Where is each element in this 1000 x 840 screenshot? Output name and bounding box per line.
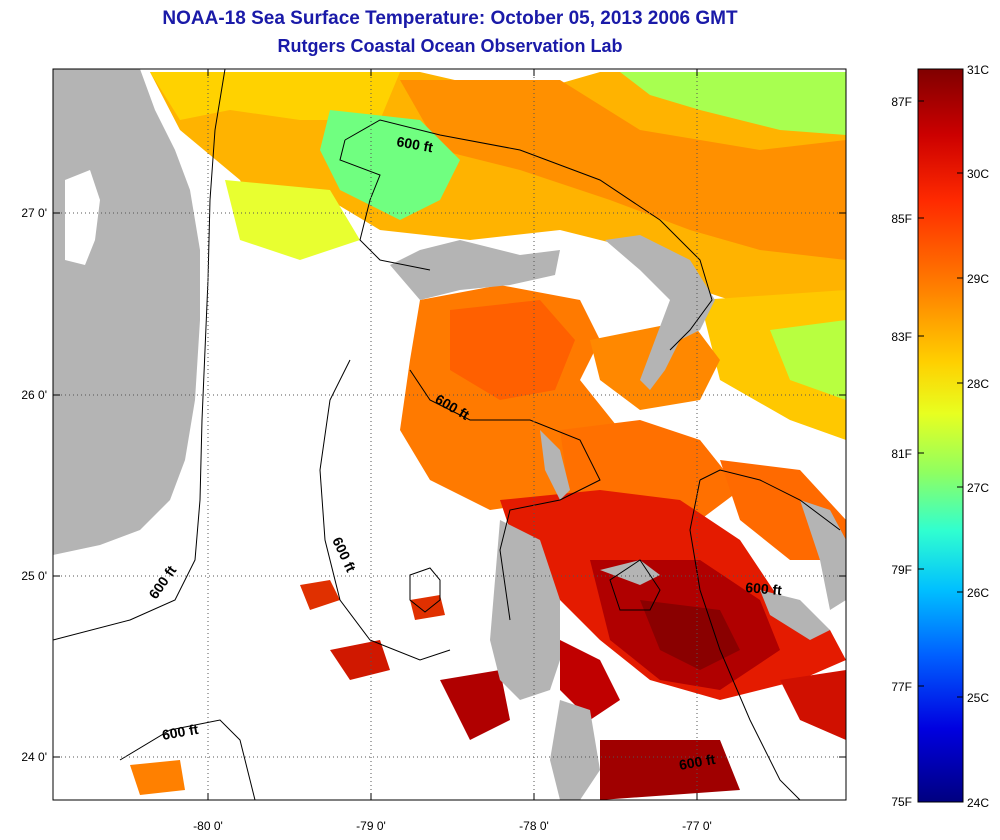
colorbar-gradient	[917, 68, 964, 803]
colorbar-celsius-labels: 31C 30C 29C 28C 27C 26C 25C 24C	[967, 63, 989, 810]
map-title: NOAA-18 Sea Surface Temperature: October…	[162, 8, 738, 29]
celsius-label: 31C	[967, 63, 989, 77]
sst-field-north	[150, 72, 846, 440]
celsius-label: 24C	[967, 796, 989, 810]
fahrenheit-label: 85F	[891, 212, 912, 226]
fahrenheit-label: 77F	[891, 680, 912, 694]
graticule	[53, 69, 846, 800]
lat-label: 26 0'	[21, 388, 47, 402]
celsius-label: 27C	[967, 481, 989, 495]
colorbar-fahrenheit-labels: 87F 85F 83F 81F 79F 77F 75F	[891, 95, 912, 809]
fahrenheit-label: 75F	[891, 795, 912, 809]
map-frame	[52, 68, 847, 801]
lon-label: -80 0'	[193, 819, 223, 833]
contour-label-7: 600 ft	[678, 751, 717, 773]
contour-label-1: 600 ft	[395, 133, 434, 155]
latitude-labels: 27 0' 26 0' 25 0' 24 0'	[21, 206, 47, 764]
sst-field-south	[130, 490, 846, 800]
lat-label: 24 0'	[21, 750, 47, 764]
sst-field-central	[400, 285, 846, 560]
contour-label-6: 600 ft	[161, 721, 200, 743]
lon-label: -79 0'	[356, 819, 386, 833]
fahrenheit-label: 83F	[891, 330, 912, 344]
land-bahamas	[390, 235, 846, 800]
axis-ticks	[53, 69, 846, 800]
lon-label: -77 0'	[682, 819, 712, 833]
isobath-600ft	[53, 69, 841, 800]
lake-okeechobee	[65, 170, 100, 265]
lon-label: -78 0'	[519, 819, 549, 833]
fahrenheit-label: 87F	[891, 95, 912, 109]
contour-label-5: 600 ft	[745, 579, 783, 598]
lat-label: 27 0'	[21, 206, 47, 220]
colorbar-ticks	[918, 68, 963, 803]
colorbar: 31C 30C 29C 28C 27C 26C 25C 24C 87F 85F …	[891, 63, 989, 810]
celsius-label: 25C	[967, 691, 989, 705]
celsius-label: 28C	[967, 377, 989, 391]
celsius-label: 29C	[967, 272, 989, 286]
celsius-label: 26C	[967, 586, 989, 600]
fahrenheit-label: 79F	[891, 563, 912, 577]
longitude-labels: -80 0' -79 0' -78 0' -77 0'	[193, 819, 712, 833]
celsius-label: 30C	[967, 167, 989, 181]
map-subtitle: Rutgers Coastal Ocean Observation Lab	[277, 36, 623, 56]
fahrenheit-label: 81F	[891, 447, 912, 461]
lat-label: 25 0'	[21, 569, 47, 583]
map-area[interactable]: 600 ft 600 ft 600 ft 600 ft 600 ft 600 f…	[53, 69, 846, 800]
